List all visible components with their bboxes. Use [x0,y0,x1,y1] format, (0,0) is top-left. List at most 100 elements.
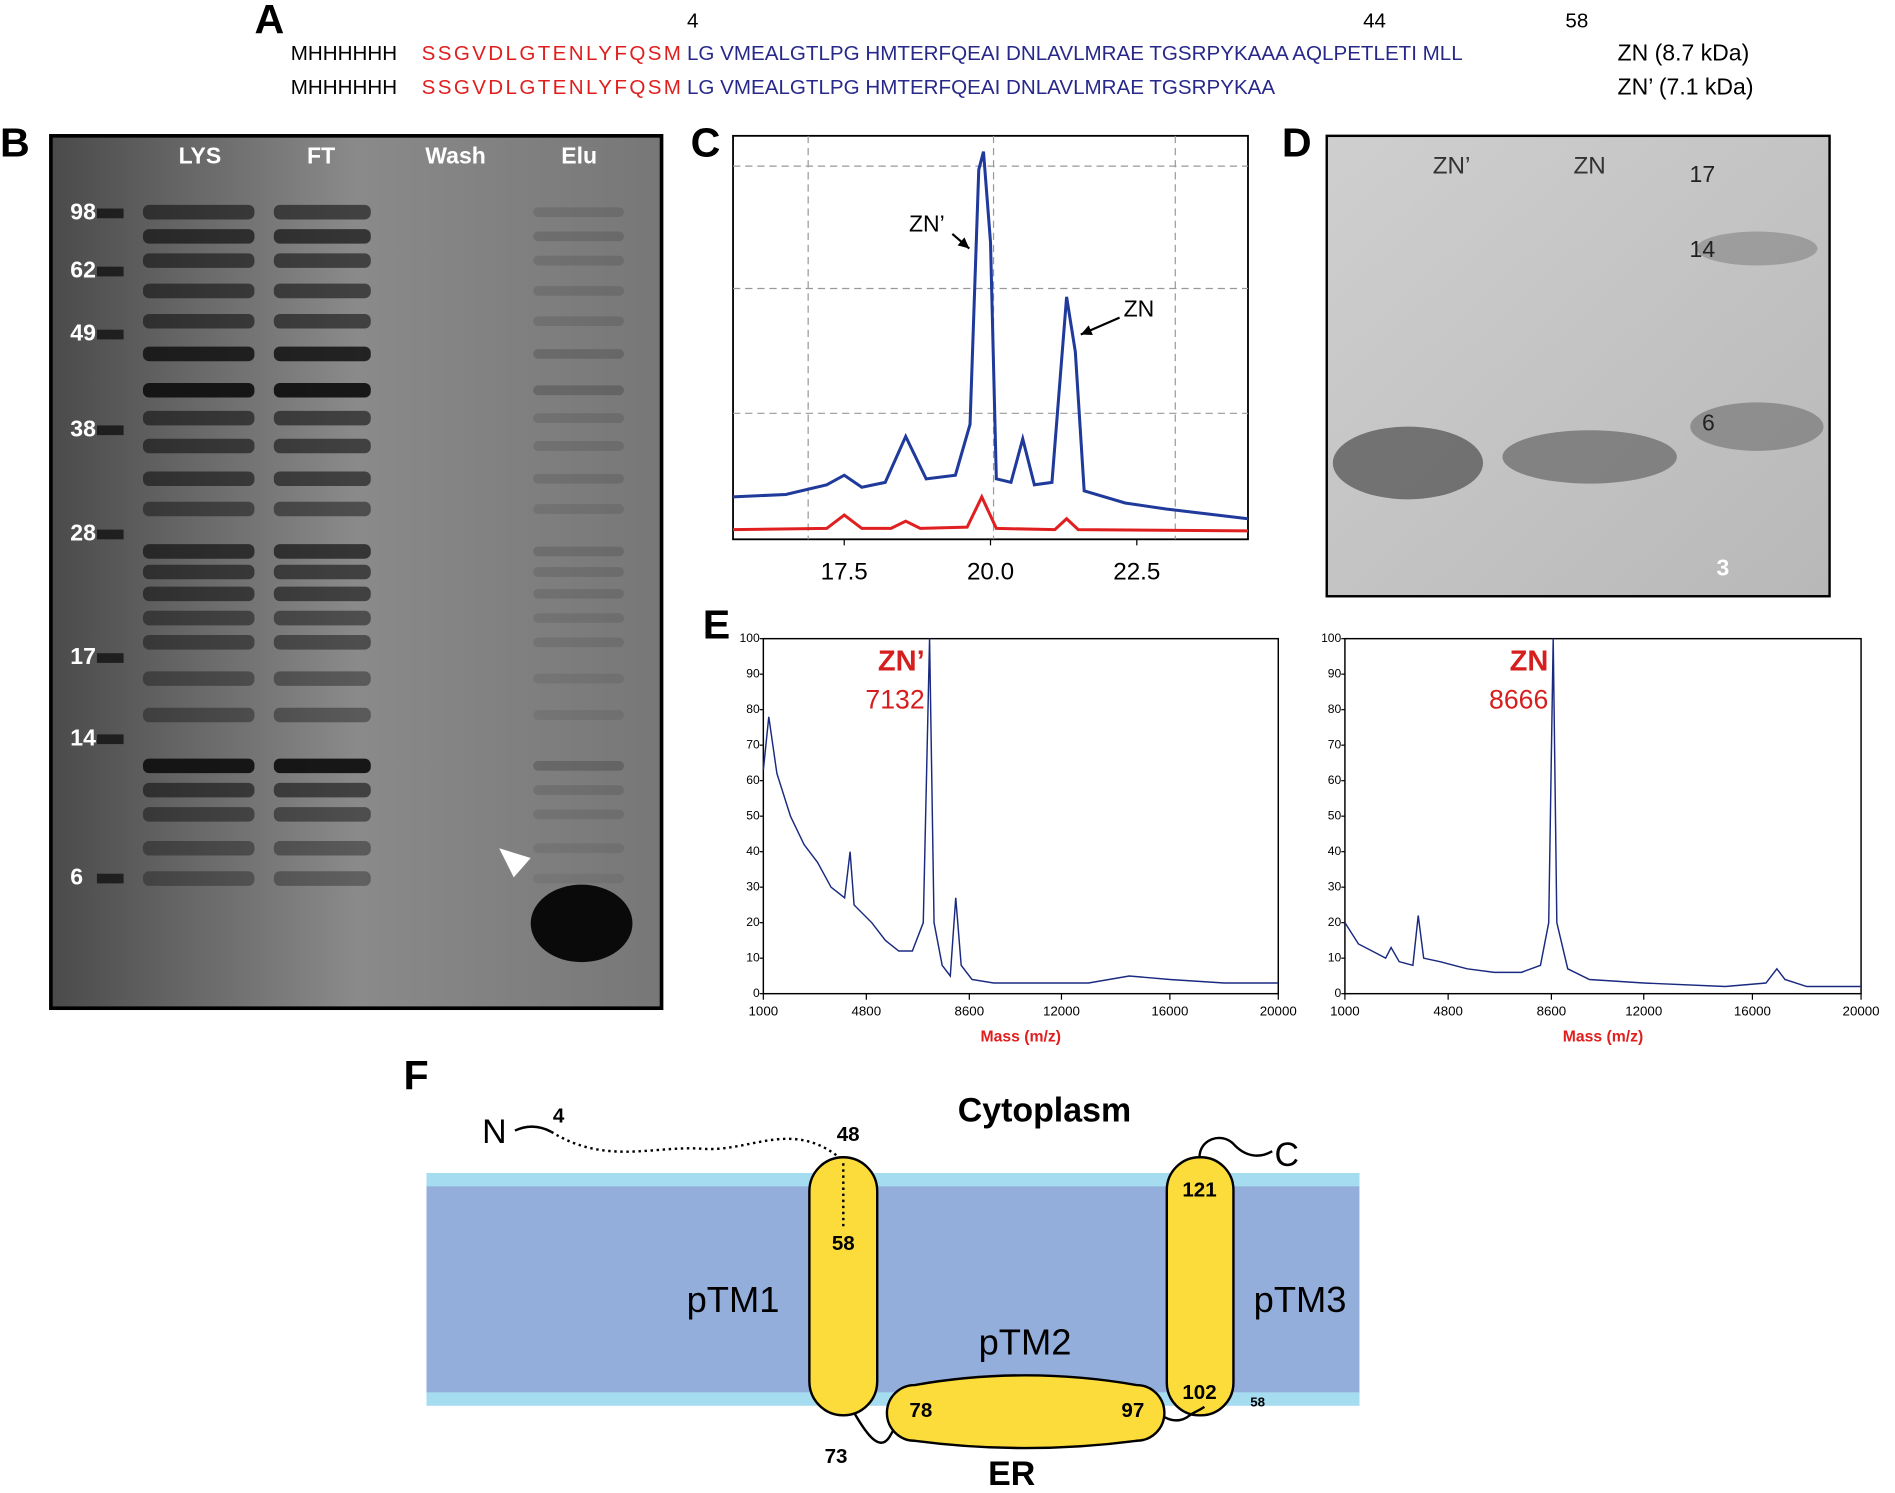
panel-f-diagram [426,1125,1360,1450]
gel-band [533,286,624,296]
residue-number: 48 [837,1123,860,1146]
x-axis-label: Mass (m/z) [1563,1028,1644,1045]
helix-label: pTM2 [979,1322,1072,1363]
gel-band [273,283,371,299]
marker-band [96,266,124,277]
marker-band [1696,231,1818,266]
x-tick-label: 1000 [1330,1003,1360,1018]
sequence: LG VMEALGTLPG HMTERFQEAI DNLAVLMRAE TGSR… [687,42,1463,65]
x-tick-label: 20000 [1843,1003,1880,1018]
peak-label: ZN’ [878,646,925,678]
y-tick-label: 0 [753,986,760,1000]
y-tick-label: 30 [746,879,760,893]
marker-band [96,653,124,663]
y-tick-label: 50 [746,808,760,822]
arrow-head [1080,325,1093,335]
gel-band [142,283,255,299]
marker-band [96,425,124,436]
marker-label: 14 [70,724,96,750]
panel-label: A [254,0,284,42]
residue-number: 4 [553,1105,565,1128]
x-axis-label: Mass (m/z) [981,1028,1062,1045]
marker-label: 62 [70,257,96,283]
marker-label: 28 [70,520,96,546]
plot-frame [732,134,1249,541]
gel-band [142,758,255,774]
x-tick-label: 8600 [954,1003,984,1018]
arrow-head [957,237,970,249]
gel-band [533,231,624,242]
gel-band [273,501,371,517]
x-tick-label: 8600 [1537,1003,1567,1018]
marker-label: 98 [70,198,96,224]
gel-band [273,564,371,580]
gel-band [142,204,255,220]
y-tick-label: 60 [1328,773,1342,787]
y-tick-label: 20 [1328,915,1342,929]
terminus-label: N [482,1113,507,1151]
gel-band [142,635,255,650]
panel-label: D [1282,119,1312,165]
panel-label: E [703,602,730,648]
gel-band [273,586,371,602]
gel-band [533,673,624,684]
y-tick-label: 50 [1328,808,1342,822]
marker-band [96,208,124,219]
marker-band [1690,402,1824,451]
y-tick-label: 60 [746,773,760,787]
lane-label: ZN [1574,153,1606,180]
x-tick-label: 1000 [749,1003,779,1018]
x-tick-label: 20000 [1260,1003,1297,1018]
x-tick-label: 4800 [852,1003,882,1018]
marker-label: 38 [70,415,96,441]
gel-band [1502,430,1677,484]
gel-band [273,313,371,329]
gel-band [142,438,255,454]
x-tick-label: 16000 [1734,1003,1771,1018]
annotation: ZN [1124,295,1155,321]
y-tick-label: 10 [1328,950,1342,964]
gel-band [273,471,371,486]
y-tick-label: 70 [1328,737,1342,751]
gel-band [273,253,371,268]
panel-label: C [691,119,721,165]
y-tick-label: 10 [746,950,760,964]
x-tick-label: 16000 [1151,1003,1188,1018]
y-tick-label: 90 [1328,666,1342,680]
marker-label: 3 [1717,555,1730,581]
lane-label: ZN’ [1433,153,1471,180]
residue-number: 121 [1182,1179,1216,1202]
marker-label: 6 [1702,409,1715,435]
gel-band [142,253,255,268]
gel-band [142,707,255,723]
arrowhead [499,848,531,878]
residue-number: 78 [909,1399,932,1422]
panel-label: F [403,1052,428,1098]
gel-band [273,204,371,220]
gel-band [273,346,371,362]
gel-band [142,410,255,426]
gel-band [533,255,624,266]
gel-band [273,383,371,398]
gel-band [533,873,624,884]
helix-label: pTM1 [687,1279,780,1320]
y-tick-label: 80 [1328,702,1342,716]
marker-band [96,529,124,540]
gel-band [1332,426,1484,500]
his-tag: MHHHHHH [291,42,397,65]
x-tick-label: 20.0 [967,559,1014,586]
gel-band [142,346,255,362]
residue-number: 97 [1121,1399,1144,1422]
gel-band [142,610,255,626]
helix [808,1156,879,1417]
gel-band [273,758,371,774]
residue-number: 73 [825,1445,848,1468]
x-tick-label: 12000 [1043,1003,1080,1018]
gel-band [273,610,371,626]
gel-band [273,671,371,686]
plot-frame [1344,637,1862,995]
y-tick-label: 90 [746,666,760,680]
gel-band [142,501,255,517]
